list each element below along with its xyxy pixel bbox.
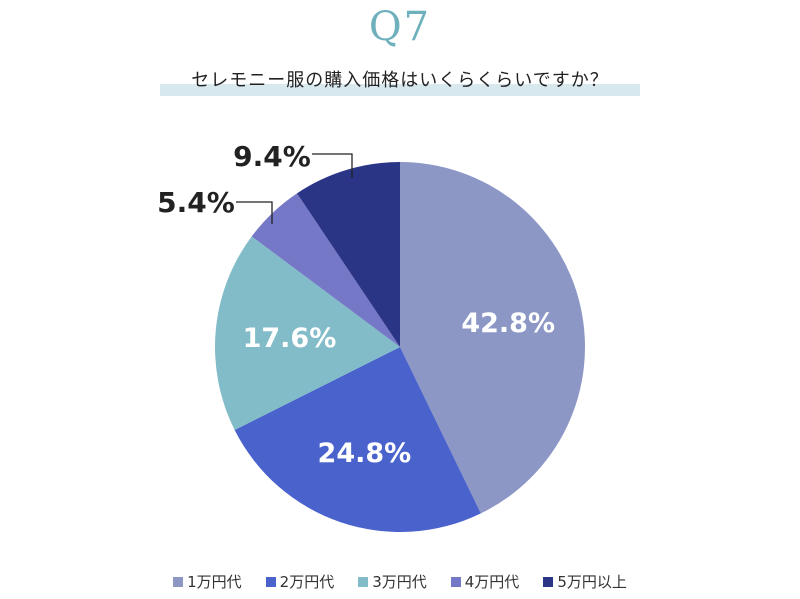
- legend-item: 3万円代: [358, 571, 427, 592]
- legend-item: 1万円代: [173, 571, 242, 592]
- slice-label: 42.8%: [461, 308, 555, 339]
- legend-label: 4万円代: [464, 573, 520, 591]
- pie-slice: [234, 347, 481, 532]
- legend-label: 2万円代: [279, 573, 335, 591]
- legend-swatch: [450, 576, 461, 587]
- slice-label: 5.4%: [157, 186, 235, 219]
- question-highlight-band: [160, 84, 640, 96]
- legend-swatch: [543, 576, 554, 587]
- legend-item: 5万円以上: [543, 571, 627, 592]
- pie-slice: [296, 162, 400, 347]
- legend-swatch: [173, 576, 184, 587]
- legend-label: 1万円代: [187, 573, 242, 591]
- pie-slice: [400, 162, 585, 514]
- leader-line: [312, 153, 353, 178]
- question-text: セレモニー服の購入価格はいくらくらいですか？: [191, 70, 609, 91]
- pie-chart: 42.8% 24.8% 17.6% 5.4% 9.4%: [157, 140, 585, 532]
- legend: 1万円代 2万円代 3万円代 4万円代 5万円以上: [0, 571, 800, 592]
- legend-swatch: [358, 576, 369, 587]
- legend-swatch: [265, 576, 276, 587]
- slice-label: 24.8%: [318, 438, 412, 469]
- legend-label: 3万円代: [372, 573, 427, 591]
- question-number: Q7: [368, 4, 432, 50]
- legend-label: 5万円以上: [557, 573, 627, 591]
- pie-slice: [214, 236, 400, 430]
- legend-item: 4万円代: [450, 571, 520, 592]
- leader-line: [236, 201, 273, 224]
- slice-label: 17.6%: [243, 323, 337, 354]
- pie-slice: [251, 193, 400, 347]
- slice-label: 9.4%: [233, 140, 311, 173]
- legend-item: 2万円代: [265, 571, 335, 592]
